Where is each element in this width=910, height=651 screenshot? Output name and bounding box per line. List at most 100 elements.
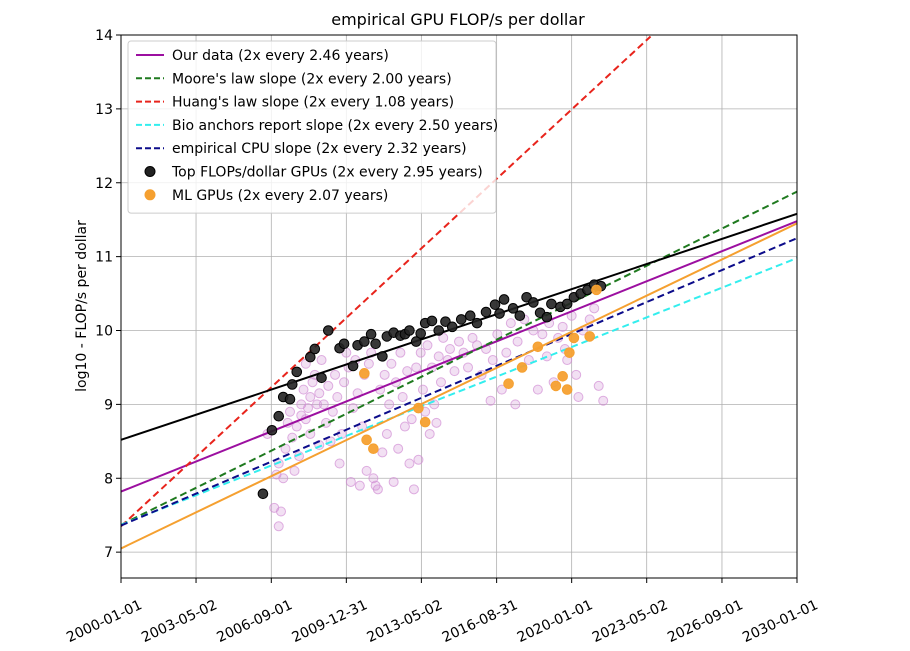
y-tick-label: 13 bbox=[95, 102, 113, 118]
background-point bbox=[339, 377, 350, 388]
ml-gpu-point bbox=[503, 378, 514, 390]
background-point bbox=[485, 395, 496, 406]
background-point bbox=[314, 388, 325, 399]
top-gpu-point bbox=[433, 325, 445, 336]
top-gpu-point bbox=[546, 298, 557, 310]
legend-entry-label: empirical CPU slope (2x every 2.32 years… bbox=[172, 141, 467, 157]
y-tick-label: 8 bbox=[104, 471, 113, 487]
background-point bbox=[417, 384, 428, 395]
background-point bbox=[454, 336, 464, 347]
legend-swatch-top-flops-dollar-gpus-2x-every-2-95-years bbox=[144, 166, 156, 177]
top-gpu-point bbox=[561, 298, 573, 310]
legend: Our data (2x every 2.46 years) Moore's la… bbox=[127, 40, 498, 214]
background-point bbox=[377, 447, 388, 458]
background-point bbox=[411, 362, 422, 373]
background-point bbox=[532, 384, 543, 395]
background-point bbox=[422, 340, 433, 351]
ml-gpu-point bbox=[584, 331, 595, 342]
background-point bbox=[537, 329, 548, 340]
y-tick-label: 7 bbox=[104, 545, 113, 561]
y-tick-label: 10 bbox=[95, 324, 113, 340]
top-gpu-point bbox=[541, 311, 553, 323]
ml-gpu-point bbox=[359, 368, 370, 379]
top-gpu-point bbox=[323, 325, 334, 336]
top-gpu-point bbox=[273, 410, 285, 422]
background-point bbox=[363, 358, 374, 369]
top-gpu-point bbox=[404, 325, 415, 336]
background-point bbox=[557, 321, 568, 332]
background-point bbox=[573, 392, 584, 402]
y-tick-label: 12 bbox=[95, 176, 113, 192]
ml-gpu-point bbox=[591, 284, 602, 296]
background-scatter bbox=[262, 303, 609, 532]
line-bio-anchors-report-slope-2x-every-2-50-years bbox=[121, 257, 797, 526]
background-point bbox=[323, 380, 334, 391]
background-point bbox=[408, 484, 419, 495]
background-point bbox=[303, 403, 314, 414]
top-gpu-point bbox=[257, 488, 269, 500]
background-point bbox=[307, 377, 318, 388]
background-point bbox=[406, 414, 417, 425]
background-point bbox=[593, 380, 604, 391]
y-axis-ticks: 7 8 9 10 11 12 13 14 bbox=[95, 28, 121, 561]
background-point bbox=[404, 458, 415, 469]
ml-gpu-point bbox=[532, 341, 544, 353]
background-point bbox=[318, 399, 329, 410]
legend-entry-label: ML GPUs (2x every 2.07 years) bbox=[172, 188, 388, 204]
background-point bbox=[463, 362, 474, 373]
background-point bbox=[449, 366, 460, 377]
top-gpu-point bbox=[266, 424, 278, 436]
top-gpu-point bbox=[291, 366, 303, 378]
ml-gpu-point bbox=[557, 371, 568, 382]
background-point bbox=[433, 351, 444, 362]
top-gpu-point bbox=[471, 317, 483, 329]
ml-gpu-point bbox=[561, 384, 573, 395]
background-point bbox=[275, 506, 286, 517]
background-point bbox=[386, 358, 397, 369]
top-gpu-point bbox=[377, 351, 388, 362]
y-axis-label: log10 - FLOP/s per dollar bbox=[74, 220, 90, 392]
ml-gpu-point bbox=[550, 380, 562, 392]
background-point bbox=[381, 428, 392, 439]
ml-gpu-point bbox=[568, 332, 580, 344]
background-point bbox=[305, 428, 316, 439]
background-point bbox=[312, 399, 323, 410]
legend-entry-label: Huang's law slope (2x every 1.08 years) bbox=[172, 95, 454, 111]
top-gpu-point bbox=[455, 314, 467, 325]
background-point bbox=[305, 392, 316, 402]
background-point bbox=[332, 392, 343, 402]
background-point bbox=[348, 403, 359, 414]
top-gpu-point bbox=[359, 336, 370, 347]
line-top-flops-dollar-gpu-trend bbox=[121, 212, 797, 441]
line-our-data-2x-every-2-46-years bbox=[121, 220, 797, 493]
top-gpu-point bbox=[498, 294, 510, 305]
background-point bbox=[361, 465, 372, 476]
top-gpu-point bbox=[494, 308, 505, 319]
background-point bbox=[298, 384, 309, 395]
ml-gpu-point bbox=[368, 443, 379, 455]
background-point bbox=[285, 406, 295, 417]
top-gpu-point bbox=[426, 315, 438, 327]
background-point bbox=[571, 369, 582, 380]
background-point bbox=[384, 399, 395, 410]
background-point bbox=[505, 318, 516, 329]
line-empirical-cpu-slope-2x-every-2-32-years bbox=[121, 237, 797, 527]
background-point bbox=[438, 332, 449, 343]
ml-gpu-point bbox=[516, 362, 528, 373]
background-point bbox=[467, 332, 478, 343]
background-point bbox=[280, 443, 291, 454]
top-gpu-point bbox=[304, 351, 316, 363]
background-point bbox=[278, 473, 289, 484]
background-point bbox=[496, 384, 507, 395]
top-gpu-point bbox=[528, 297, 539, 308]
top-gpu-point bbox=[489, 299, 501, 310]
y-tick-label: 11 bbox=[95, 250, 113, 266]
background-point bbox=[379, 369, 390, 380]
legend-swatch-ml-gpus-2x-every-2-07-years bbox=[144, 189, 156, 201]
background-point bbox=[345, 476, 356, 487]
legend-entry-label: Moore's law slope (2x every 2.00 years) bbox=[172, 71, 452, 87]
line-ml-gpu-trend bbox=[121, 222, 797, 550]
background-point bbox=[289, 465, 300, 476]
background-point bbox=[397, 392, 408, 402]
